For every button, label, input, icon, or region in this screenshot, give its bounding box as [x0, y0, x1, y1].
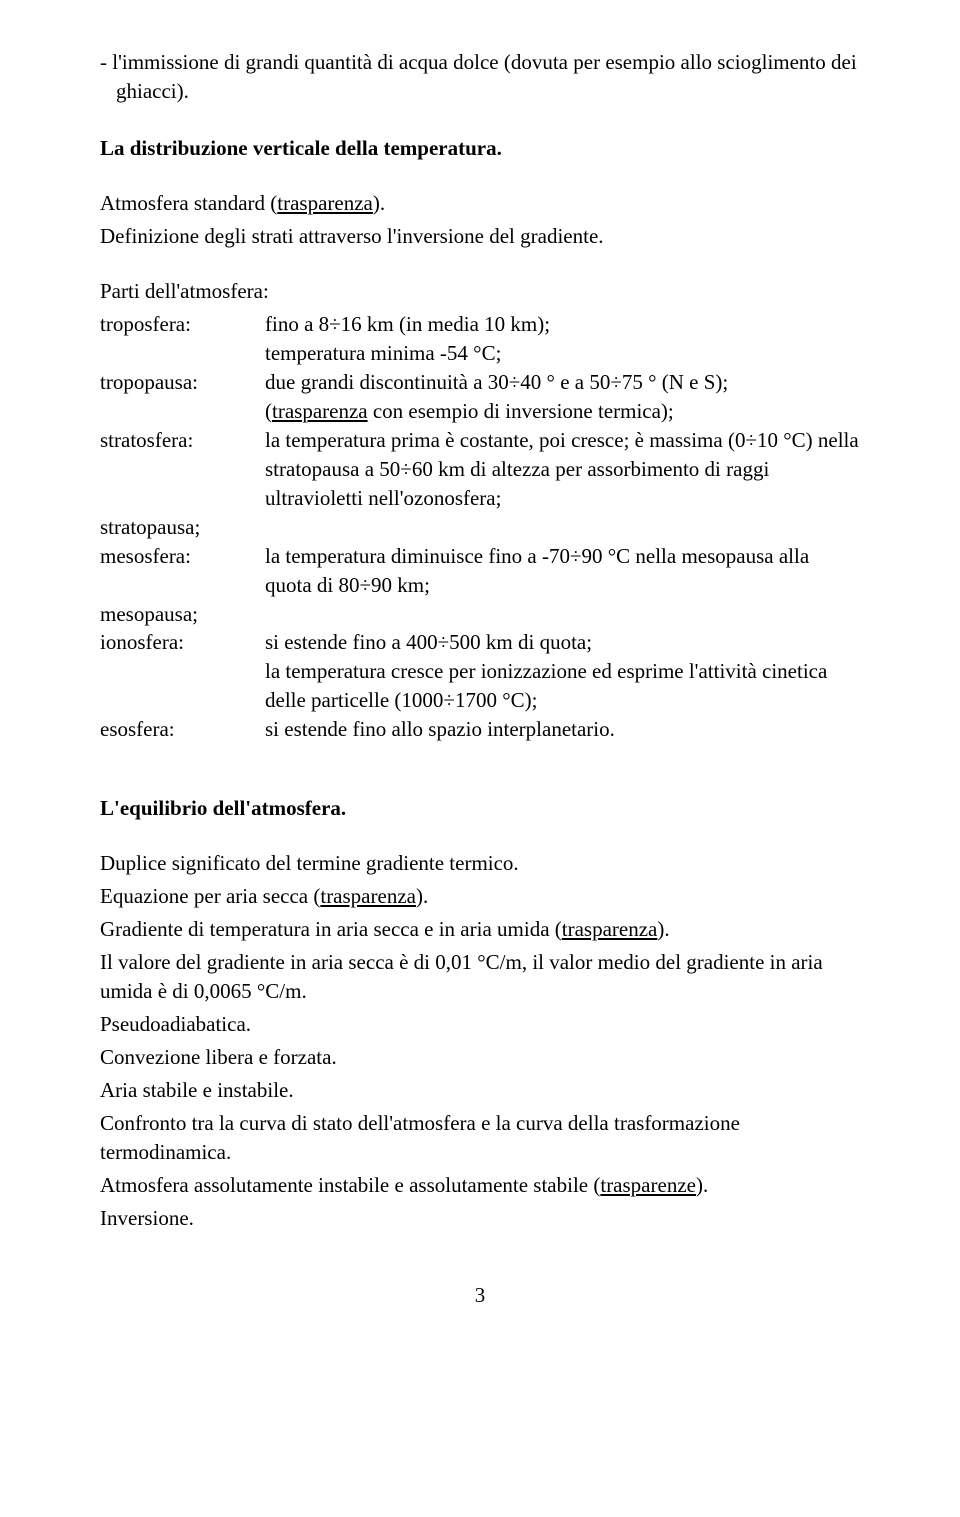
table-row: tropopausa: due grandi discontinuità a 3…: [100, 368, 860, 426]
text-pre: (: [265, 399, 272, 423]
def-ionosfera: si estende fino a 400÷500 km di quota; l…: [265, 628, 860, 715]
trasparenze-link: trasparenze: [600, 1173, 696, 1197]
section2-p8: Confronto tra la curva di stato dell'atm…: [100, 1109, 860, 1167]
intro-text: - l'immissione di grandi quantità di acq…: [100, 50, 857, 103]
term-tropopausa: tropopausa:: [100, 368, 265, 426]
text-pre: Atmosfera assolutamente instabile e asso…: [100, 1173, 600, 1197]
section-equilibrio: L'equilibrio dell'atmosfera. Duplice sig…: [100, 794, 860, 1233]
table-row: esosfera: si estende fino allo spazio in…: [100, 715, 860, 744]
text-post: con esempio di inversione termica);: [368, 399, 674, 423]
section1-heading: La distribuzione verticale della tempera…: [100, 134, 860, 163]
section2-p7: Aria stabile e instabile.: [100, 1076, 860, 1105]
spacer: [100, 772, 860, 794]
def-line: si estende fino a 400÷500 km di quota;: [265, 630, 592, 654]
text-post: ).: [657, 917, 669, 941]
term-stratosfera: stratosfera:: [100, 426, 265, 513]
def-stratosfera: la temperatura prima è costante, poi cre…: [265, 426, 860, 513]
term-stratopausa: stratopausa;: [100, 513, 265, 542]
table-row: stratopausa;: [100, 513, 860, 542]
table-row: troposfera: fino a 8÷16 km (in media 10 …: [100, 310, 860, 368]
term-ionosfera: ionosfera:: [100, 628, 265, 715]
section2-p10: Inversione.: [100, 1204, 860, 1233]
term-mesosfera: mesosfera:: [100, 542, 265, 600]
def-line: fino a 8÷16 km (in media 10 km);: [265, 312, 550, 336]
section2-p4: Il valore del gradiente in aria secca è …: [100, 948, 860, 1006]
def-mesopausa: [265, 600, 860, 629]
document-page: - l'immissione di grandi quantità di acq…: [0, 0, 960, 1350]
text-pre: Atmosfera standard (: [100, 191, 277, 215]
table-row: mesopausa;: [100, 600, 860, 629]
section2-p3: Gradiente di temperatura in aria secca e…: [100, 915, 860, 944]
spacer: [100, 827, 860, 849]
table-row: mesosfera: la temperatura diminuisce fin…: [100, 542, 860, 600]
parti-heading: Parti dell'atmosfera:: [100, 277, 860, 306]
spacer: [100, 167, 860, 189]
section2-p6: Convezione libera e forzata.: [100, 1043, 860, 1072]
def-line: due grandi discontinuità a 30÷40 ° e a 5…: [265, 370, 728, 394]
section1-p2: Definizione degli strati attraverso l'in…: [100, 222, 860, 251]
def-esosfera: si estende fino allo spazio interplaneta…: [265, 715, 860, 744]
trasparenza-link: trasparenza: [277, 191, 373, 215]
spacer: [100, 255, 860, 277]
text-post: ).: [373, 191, 385, 215]
text-pre: Gradiente di temperatura in aria secca e…: [100, 917, 562, 941]
table-row: stratosfera: la temperatura prima è cost…: [100, 426, 860, 513]
term-mesopausa: mesopausa;: [100, 600, 265, 629]
def-troposfera: fino a 8÷16 km (in media 10 km); tempera…: [265, 310, 860, 368]
table-row: ionosfera: si estende fino a 400÷500 km …: [100, 628, 860, 715]
def-stratopausa: [265, 513, 860, 542]
def-mesosfera: la temperatura diminuisce fino a -70÷90 …: [265, 542, 860, 600]
section2-p5: Pseudoadiabatica.: [100, 1010, 860, 1039]
atmosphere-layers-table: troposfera: fino a 8÷16 km (in media 10 …: [100, 310, 860, 745]
term-esosfera: esosfera:: [100, 715, 265, 744]
section-distribution: La distribuzione verticale della tempera…: [100, 134, 860, 744]
trasparenza-link: trasparenza: [272, 399, 368, 423]
section2-heading: L'equilibrio dell'atmosfera.: [100, 794, 860, 823]
term-troposfera: troposfera:: [100, 310, 265, 368]
intro-paragraph: - l'immissione di grandi quantità di acq…: [100, 48, 860, 106]
def-line: la temperatura cresce per ionizzazione e…: [265, 659, 827, 712]
text-post: ).: [416, 884, 428, 908]
section2-p9: Atmosfera assolutamente instabile e asso…: [100, 1171, 860, 1200]
trasparenza-link: trasparenza: [320, 884, 416, 908]
text-pre: Equazione per aria secca (: [100, 884, 320, 908]
section1-p1: Atmosfera standard (trasparenza).: [100, 189, 860, 218]
page-number: 3: [100, 1281, 860, 1310]
section2-p1: Duplice significato del termine gradient…: [100, 849, 860, 878]
section2-p2: Equazione per aria secca (trasparenza).: [100, 882, 860, 911]
def-tropopausa: due grandi discontinuità a 30÷40 ° e a 5…: [265, 368, 860, 426]
def-line: temperatura minima -54 °C;: [265, 341, 501, 365]
trasparenza-link: trasparenza: [562, 917, 658, 941]
text-post: ).: [696, 1173, 708, 1197]
